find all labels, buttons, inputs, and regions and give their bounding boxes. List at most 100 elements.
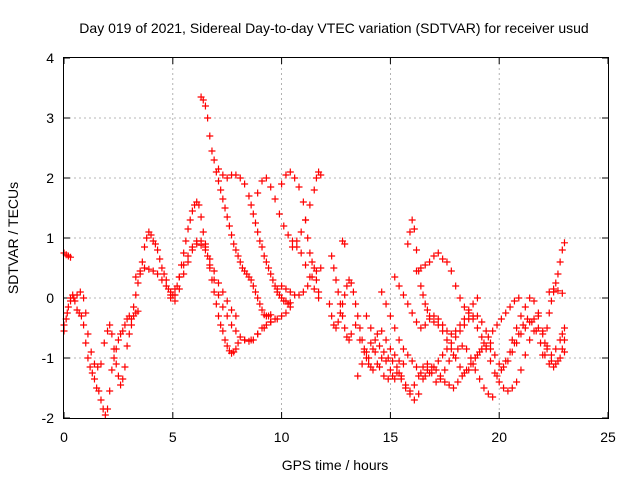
data-point [382,300,390,308]
series-arc-20 [354,339,497,401]
data-point [223,213,231,221]
data-point [317,171,325,179]
data-point [341,240,349,248]
data-point [430,363,438,371]
data-point [286,168,294,176]
data-point [484,333,492,341]
data-point [408,309,416,317]
data-point [478,318,486,326]
data-point [539,351,547,359]
data-point [341,291,349,299]
data-point [67,297,75,305]
data-point [241,336,249,344]
data-point [330,264,338,272]
data-point [138,258,146,266]
axis-ticks: 0 5 10 15 20 25 -2 -1 0 1 2 3 4 [42,50,616,445]
data-point [197,237,205,245]
data-point [386,312,394,320]
data-point [269,276,277,284]
data-point [186,216,194,224]
data-point [308,258,316,266]
x-tick-label: 0 [60,429,68,445]
data-point [493,321,501,329]
data-point [376,363,384,371]
data-point [188,243,196,251]
data-point [221,204,229,212]
x-tick-label: 25 [600,429,616,445]
data-point [325,300,333,308]
data-point [286,288,294,296]
data-point [550,363,558,371]
data-point [547,351,555,359]
data-point [545,288,553,296]
data-point [489,327,497,335]
data-point [465,309,473,317]
data-point [465,366,473,374]
data-point [526,336,534,344]
data-point [526,294,534,302]
data-point [506,348,514,356]
data-point [402,384,410,392]
data-point [341,324,349,332]
data-point [556,336,564,344]
y-tick-label: 2 [46,170,54,186]
data-point [149,267,157,275]
data-point [395,282,403,290]
data-point [443,258,451,266]
data-point [399,291,407,299]
data-point [228,231,236,239]
data-point [421,372,429,380]
series-arc-02 [60,291,142,419]
data-point [101,411,109,419]
data-point [332,276,340,284]
data-point [554,287,562,295]
data-point [262,174,270,182]
data-point [254,330,262,338]
data-point [271,195,279,203]
data-point [151,240,159,248]
data-point [399,345,407,353]
data-point [384,375,392,383]
series-arc-21 [493,315,568,380]
data-point [439,351,447,359]
data-point [495,360,503,368]
data-point [104,327,112,335]
data-point [241,180,249,188]
data-point [554,357,562,365]
data-point [460,315,468,323]
data-point [95,387,103,395]
data-point [521,351,529,359]
data-point [258,177,266,185]
data-point [328,252,336,260]
data-point [478,333,486,341]
data-point [558,330,566,338]
data-point [256,300,264,308]
data-point [119,375,127,383]
data-point [560,324,568,332]
data-point [258,243,266,251]
data-point [230,240,238,248]
data-point [267,270,275,278]
data-point [254,294,262,302]
data-point [94,363,102,371]
data-point [480,384,488,392]
data-point [421,261,429,269]
data-point [417,264,425,272]
data-point [88,369,96,377]
data-point [408,357,416,365]
data-point [262,258,270,266]
data-point [502,309,510,317]
data-point [214,165,222,173]
data-point [80,321,88,329]
data-point [167,291,175,299]
data-point [315,288,323,296]
series-arc-01 [60,249,75,261]
data-point [180,249,188,257]
data-point [171,297,179,305]
data-point [434,357,442,365]
data-point [267,183,275,191]
data-point [90,360,98,368]
data-point [545,360,553,368]
data-point [508,384,516,392]
